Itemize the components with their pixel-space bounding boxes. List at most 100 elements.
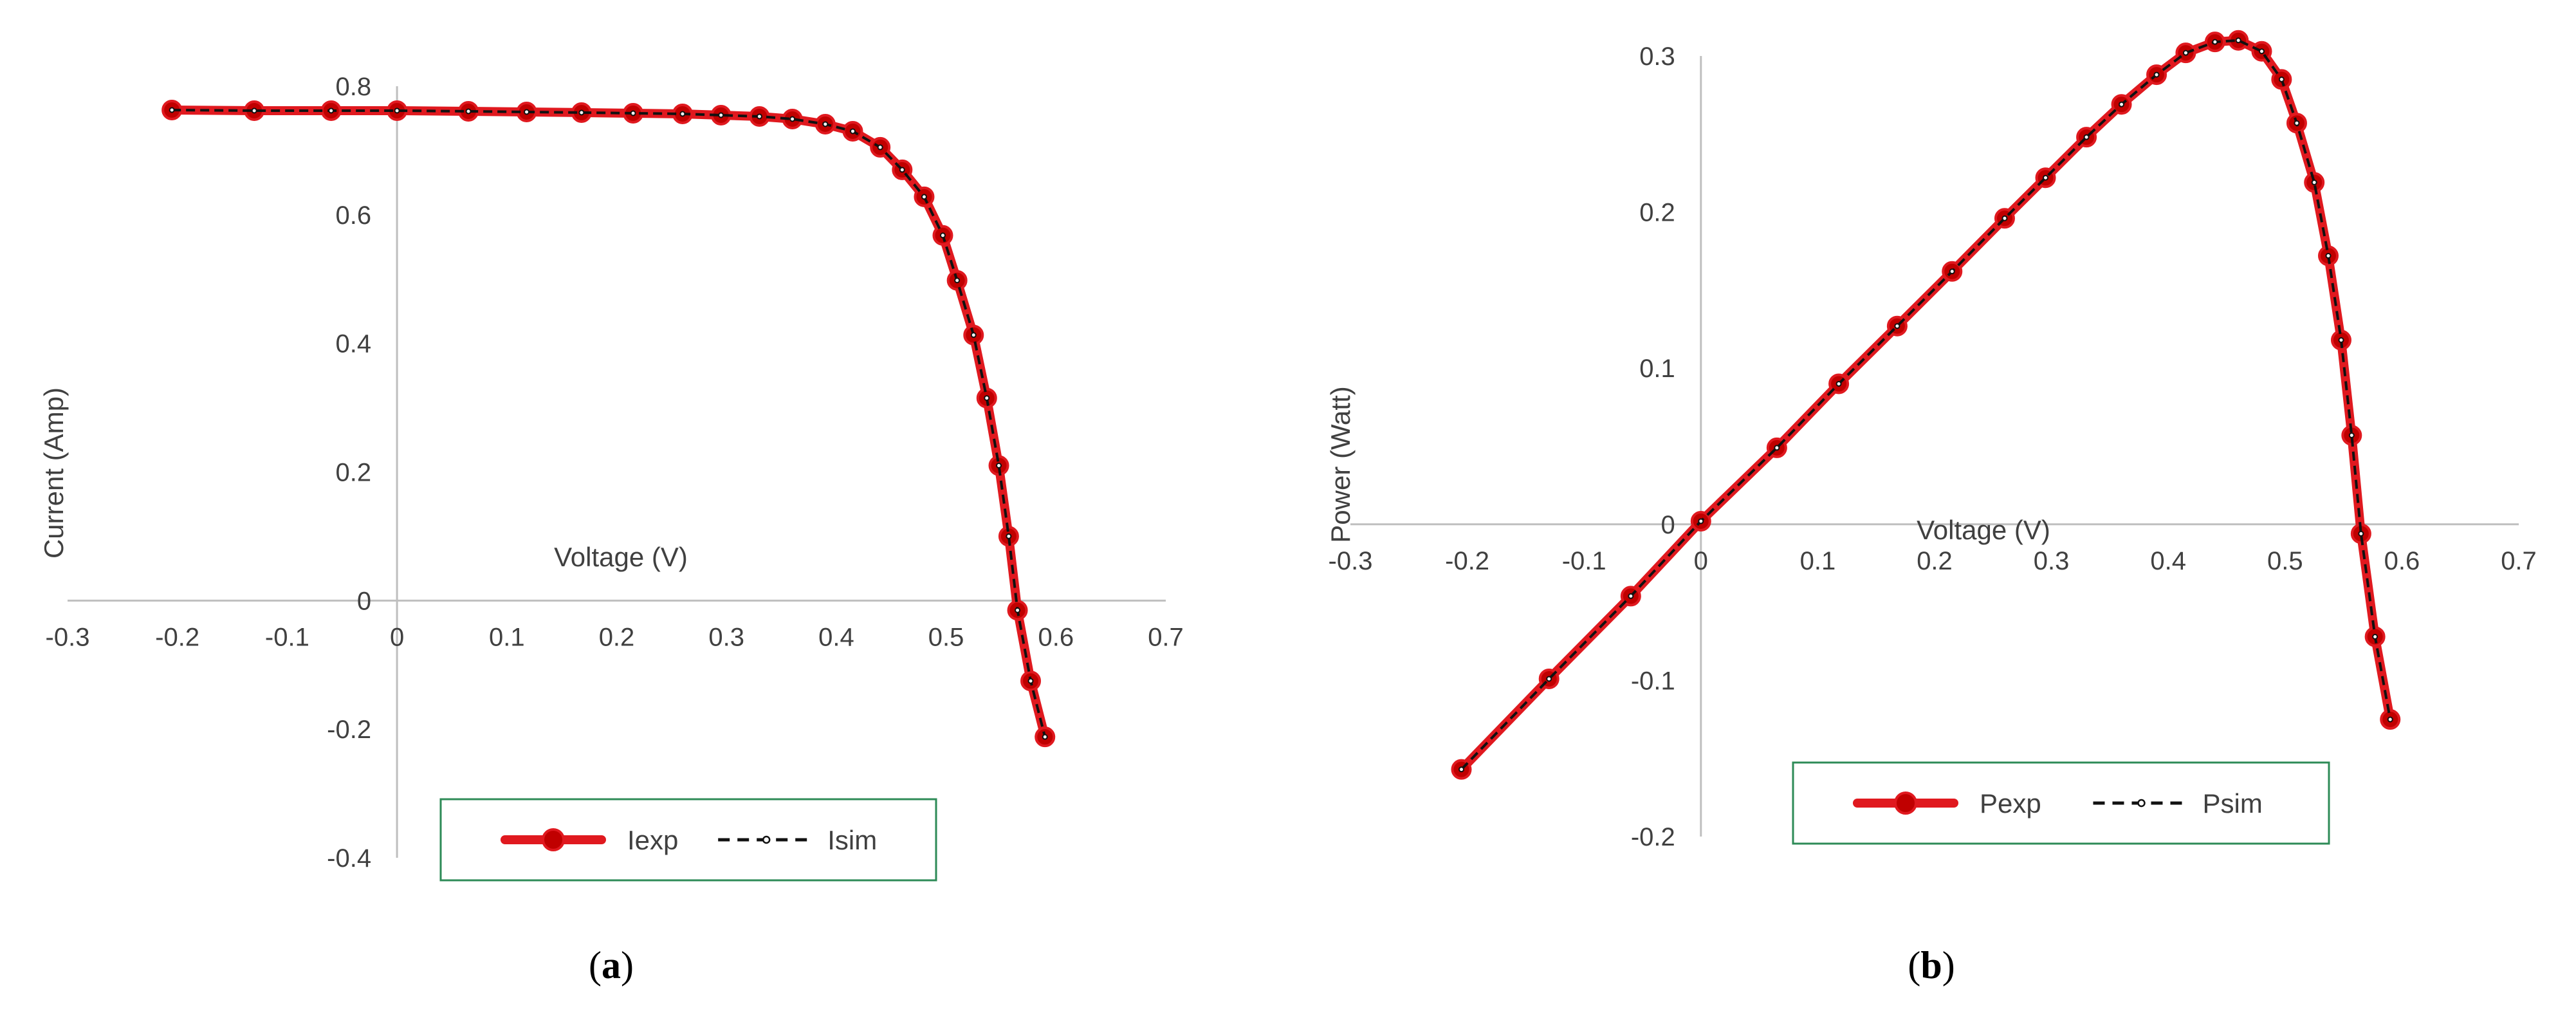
chart-b-psim-point (2294, 120, 2300, 126)
chart-b-y-axis-title: Power (Watt) (1325, 386, 1356, 542)
chart-a-isim-point (850, 128, 856, 134)
chart-a-isim-point (1042, 734, 1048, 740)
chart-b-y-tick-label: -0.1 (1631, 667, 1675, 695)
chart-a-caption: (a) (589, 944, 634, 986)
chart-b-psim-point (2043, 174, 2049, 181)
chart-b-caption: (b) (1908, 944, 1955, 986)
chart-b-psim-point (1698, 518, 1704, 524)
chart-a-legend-iexp-label: Iexp (627, 825, 678, 855)
chart-a-plot-area (161, 99, 1056, 748)
chart-b-x-tick-label: 0.1 (1800, 547, 1836, 575)
chart-b-legend-psim-label: Psim (2202, 788, 2262, 819)
chart-b-psim-point (1949, 268, 1955, 275)
chart-b-x-tick-label: -0.3 (1329, 547, 1373, 575)
chart-a-isim-point (970, 332, 977, 338)
chart-a-isim-point (394, 107, 400, 114)
chart-a-isim-point (1006, 533, 1012, 539)
chart-a-x-tick-label: 0.4 (818, 623, 854, 651)
chart-a-isim-point (877, 144, 883, 151)
chart-a-isim-point (679, 111, 686, 117)
chart-a-y-tick-label: 0.4 (335, 330, 371, 358)
chart-b-x-tick-label: 0.6 (2384, 547, 2420, 575)
chart-a-current-voltage: -0.3 -0.2 -0.1 0 0.1 0.2 0.3 0.4 0.5 0.6 0.7 -0.4-… (39, 73, 1184, 986)
chart-b-psim-point (2235, 37, 2241, 44)
chart-a-axes (68, 86, 1166, 858)
chart-b-y-tick-label: -0.2 (1631, 823, 1675, 851)
chart-b-x-tick-labels: -0.3 -0.2 -0.1 0 0.1 0.2 0.3 0.4 0.5 0.6 0.7 (1329, 547, 2537, 575)
chart-b-axes (1350, 56, 2519, 837)
chart-a-isim-point (328, 107, 335, 114)
chart-a-isim-point (921, 194, 927, 200)
chart-b-psim-point (1894, 323, 1900, 329)
chart-a-y-tick-label: -0.2 (327, 716, 371, 744)
chart-a-isim-point (939, 232, 946, 239)
chart-b-x-axis-title: Voltage (V) (1917, 515, 2050, 545)
chart-a-x-axis-title: Voltage (V) (554, 542, 688, 572)
chart-a-legend-isim-label: Isim (827, 825, 877, 855)
chart-a-x-tick-label: -0.2 (155, 623, 199, 651)
chart-a-legend: Iexp Isim (439, 798, 937, 882)
chart-a-x-tick-label: 0.7 (1148, 623, 1184, 651)
chart-b-psim-point (2278, 76, 2285, 82)
chart-b-y-tick-label: 0.1 (1639, 355, 1675, 383)
chart-b-power-voltage: -0.3 -0.2 -0.1 0 0.1 0.2 0.3 0.4 0.5 0.6 0.7 -0.2-… (1325, 30, 2537, 986)
chart-b-x-tick-label: 0.5 (2267, 547, 2303, 575)
chart-b-psim-point (2338, 337, 2344, 344)
chart-b-y-tick-label: 0 (1661, 511, 1675, 539)
chart-b-x-tick-label: 0 (1694, 547, 1708, 575)
chart-b-psim-point (2258, 48, 2265, 55)
chart-b-legend: Pexp Psim (1792, 761, 2330, 845)
chart-b-y-tick-labels: -0.2 -0.1 0 0.1 0.2 0.3 (1631, 42, 1675, 851)
chart-b-psim-point (2001, 215, 2008, 221)
chart-a-y-tick-label: 0.6 (335, 201, 371, 230)
chart-a-isim-point (630, 110, 636, 116)
chart-b-y-tick-label: 0.2 (1639, 199, 1675, 227)
chart-a-legend-isim-marker (762, 835, 771, 844)
chart-a-x-tick-label: 0 (390, 623, 404, 651)
chart-a-isim-point (756, 113, 762, 120)
chart-a-isim-point (1015, 607, 1021, 613)
chart-b-psim-point (2119, 101, 2125, 107)
chart-b-x-tick-label: 0.3 (2034, 547, 2070, 575)
chart-a-x-tick-label: 0.3 (708, 623, 744, 651)
chart-a-x-tick-label: 0.1 (489, 623, 525, 651)
chart-b-x-tick-label: 0.7 (2501, 547, 2537, 575)
chart-b-psim-point (2325, 253, 2332, 259)
chart-a-isim-point (578, 109, 585, 116)
chart-b-psim-point (2083, 134, 2090, 140)
chart-b-psim-point (2348, 432, 2355, 439)
chart-b-psim-point (2153, 71, 2160, 78)
chart-b-plot-area (1451, 30, 2401, 780)
chart-b-psim-point (1546, 676, 1552, 682)
chart-a-y-axis-title: Current (Amp) (39, 387, 69, 559)
chart-b-psim-point (2372, 633, 2378, 640)
chart-b-y-tick-label: 0.3 (1639, 42, 1675, 71)
chart-a-x-tick-label: -0.3 (46, 623, 90, 651)
chart-a-x-tick-label: -0.1 (265, 623, 309, 651)
chart-a-series-isim-line (172, 108, 1047, 737)
chart-a-x-tick-label: 0.6 (1038, 623, 1074, 651)
chart-a-isim-point (718, 112, 724, 118)
chart-a-x-tick-label: 0.2 (599, 623, 635, 651)
chart-b-psim-point (2182, 50, 2189, 56)
chart-b-psim-point (1835, 380, 1842, 387)
chart-b-legend-psim-marker (2137, 799, 2146, 808)
chart-a-legend-iexp-marker (542, 828, 565, 851)
chart-b-x-tick-label: -0.2 (1445, 547, 1489, 575)
chart-b-psim-point (2311, 180, 2317, 186)
chart-a-isim-point (954, 277, 961, 284)
chart-a-isim-point (524, 109, 530, 115)
chart-a-y-tick-label: 0.8 (335, 73, 371, 101)
chart-b-psim-point (2358, 530, 2364, 537)
chart-a-isim-point (789, 116, 796, 122)
chart-a-isim-point (984, 395, 990, 402)
chart-b-psim-point (1628, 593, 1634, 599)
chart-a-isim-point (251, 107, 257, 114)
chart-b-psim-point (1774, 445, 1780, 451)
chart-a-y-tick-label: 0.2 (335, 459, 371, 487)
chart-b-x-tick-label: -0.1 (1562, 547, 1606, 575)
chart-a-isim-point (169, 107, 175, 113)
chart-a-isim-point (822, 121, 829, 127)
chart-b-series-pexp-line (1457, 35, 2395, 774)
